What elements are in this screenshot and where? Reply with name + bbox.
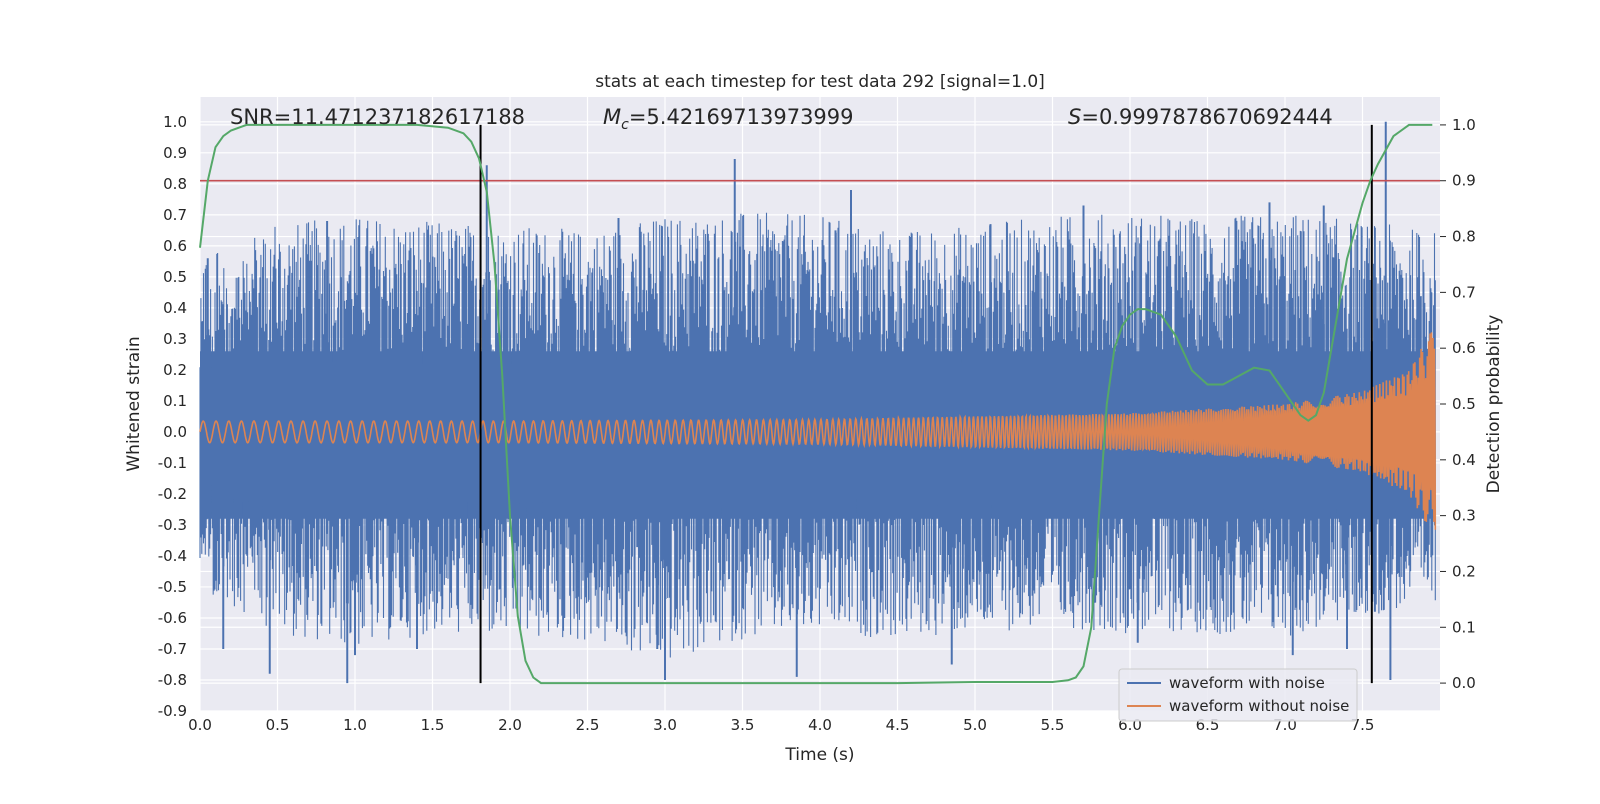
overlay-layer [199,123,1440,685]
detection-probability-line [199,123,1433,685]
y2-axis-label: Detection probability [1484,315,1504,494]
x-tick-label: 5.5 [1041,716,1065,734]
legend: waveform with noise waveform without noi… [1118,668,1358,722]
score-symbol: S [1068,105,1081,129]
x-tick-label: 2.0 [498,716,522,734]
y-tick-label: -0.7 [158,640,187,658]
x-axis-label: Time (s) [784,745,854,765]
y-tick-label: 0.1 [163,392,187,410]
y-tick-label: -0.8 [158,671,187,689]
clean-waveform-line [199,332,1437,530]
y2-tick-label: 0.6 [1452,339,1476,357]
y-tick-label: 0.4 [163,299,187,317]
x-tick-label: 0.5 [266,716,290,734]
clean-waveform-layer [199,332,1437,530]
y-tick-label: 0.6 [163,237,187,255]
y-tick-label: 1.0 [163,113,187,131]
y-tick-label: -0.9 [158,702,187,720]
tick-labels: 0.0 0.5 1.0 1.5 2.0 2.5 3.0 3.5 4.0 4.5 5.0 5.5 6.0 6… [158,113,1476,734]
y-tick-label: -0.4 [158,547,187,565]
y-tick-label: 0.2 [163,361,187,379]
x-tick-label: 4.0 [808,716,832,734]
y-tick-label: 0.9 [163,144,187,162]
y2-tick-label: 0.8 [1452,228,1476,246]
y2-tick-label: 0.3 [1452,507,1476,525]
chirp-mass-value: =5.42169713973999 [629,105,854,129]
chirp-mass-annotation: Mc=5.42169713973999 [603,105,854,133]
chirp-mass-subscript: c [621,117,629,133]
x-tick-label: 3.5 [731,716,755,734]
y-tick-label: -0.6 [158,609,187,627]
y2-tick-label: 0.7 [1452,283,1476,301]
legend-label-clean: waveform without noise [1169,697,1349,715]
y2-tick-label: 0.2 [1452,562,1476,580]
y-tick-label: 0.5 [163,268,187,286]
y2-tick-label: 0.4 [1452,451,1476,469]
y2-tick-label: 0.1 [1452,618,1476,636]
y-tick-label: -0.5 [158,578,187,596]
x-tick-label: 1.0 [343,716,367,734]
snr-annotation: SNR=11.471237182617188 [230,105,525,129]
y-tick-label: -0.2 [158,485,187,503]
score-value: =0.9997878670692444 [1081,105,1332,129]
y2-tick-label: 0.0 [1452,674,1476,692]
y-tick-label: 0.8 [163,175,187,193]
y2-tick-label: 1.0 [1452,116,1476,134]
y-tick-label: 0.0 [163,423,187,441]
y2-tick-label: 0.9 [1452,172,1476,190]
score-annotation: S=0.9997878670692444 [1068,105,1333,129]
x-tick-label: 3.0 [653,716,677,734]
x-tick-label: 0.0 [188,716,212,734]
x-tick-label: 2.5 [576,716,600,734]
y-tick-label: 0.3 [163,330,187,348]
chart-title: stats at each timestep for test data 292… [595,72,1045,92]
y2-tick-label: 0.5 [1452,395,1476,413]
legend-label-noisy: waveform with noise [1169,674,1325,692]
x-tick-label: 4.5 [886,716,910,734]
legend-box [1118,668,1358,722]
y-tick-label: -0.3 [158,516,187,534]
chirp-mass-symbol: M [603,105,621,129]
y-tick-label: 0.7 [163,206,187,224]
y-axis-label: Whitened strain [124,336,144,471]
x-tick-label: 5.0 [963,716,987,734]
y-tick-label: -0.1 [158,454,187,472]
x-tick-label: 1.5 [421,716,445,734]
